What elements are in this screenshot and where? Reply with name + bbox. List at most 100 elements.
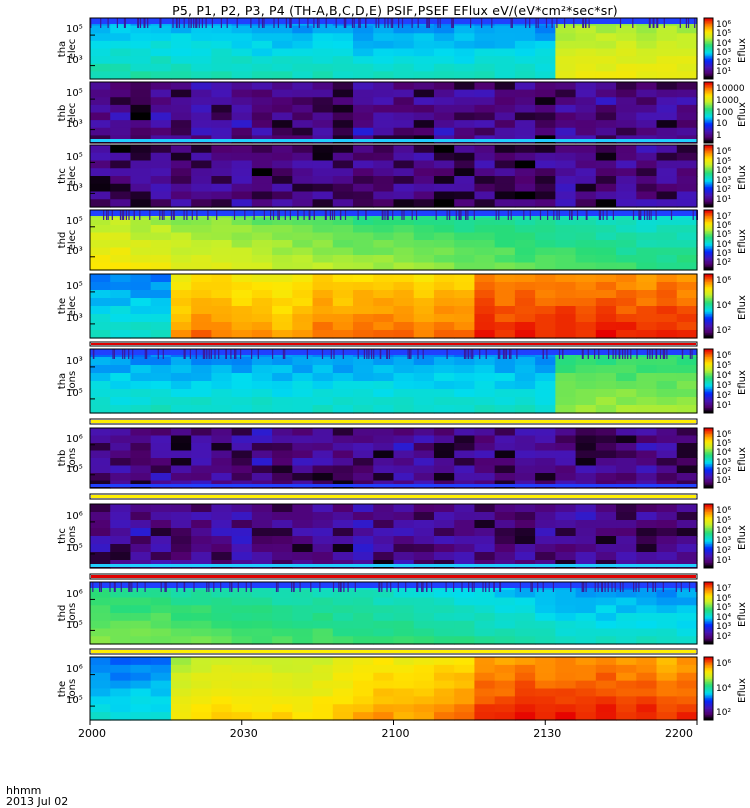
- colorbar-segment: [704, 213, 713, 215]
- heatmap-cell: [211, 48, 233, 57]
- heatmap-cell: [393, 199, 415, 208]
- heatmap-cell: [272, 262, 293, 271]
- heatmap-cell: [211, 512, 233, 521]
- heatmap-cell: [231, 428, 253, 437]
- heatmap-cell: [110, 63, 132, 72]
- heatmap-cell: [636, 71, 658, 80]
- heatmap-cell: [474, 33, 496, 42]
- heatmap-cell: [353, 504, 374, 513]
- heatmap-cell: [211, 274, 233, 283]
- spike-mark: [465, 349, 467, 359]
- colorbar-segment: [704, 274, 713, 277]
- heatmap-cell: [575, 688, 597, 697]
- heatmap-cell: [150, 628, 172, 637]
- heatmap-cell: [514, 183, 536, 193]
- heatmap-cell: [332, 40, 354, 50]
- heatmap-cell: [413, 183, 435, 193]
- colorbar-segment: [704, 437, 713, 439]
- separator-bar: [91, 650, 696, 653]
- heatmap-cell: [373, 458, 395, 467]
- heatmap-cell: [514, 544, 536, 553]
- spike-mark: [195, 349, 197, 359]
- heatmap-cell: [353, 145, 374, 154]
- heatmap-cell: [373, 183, 395, 193]
- heatmap-cell: [494, 33, 516, 42]
- heatmap-cell: [150, 152, 172, 162]
- colorbar-segment: [704, 277, 713, 280]
- heatmap-cell: [393, 435, 415, 444]
- heatmap-cell: [656, 56, 678, 65]
- heatmap-cell: [636, 458, 658, 467]
- heatmap-cell: [514, 357, 536, 366]
- colorbar-segment: [704, 688, 713, 691]
- heatmap-cell: [555, 381, 577, 390]
- heatmap-cell: [211, 473, 233, 482]
- colorbar-segment: [704, 97, 713, 100]
- heatmap-cell: [90, 247, 111, 256]
- heatmap-cell: [130, 520, 152, 529]
- heatmap-cell: [514, 552, 536, 561]
- heatmap-cell: [595, 160, 617, 169]
- heatmap-cell: [393, 330, 415, 339]
- heatmap-cell: [373, 274, 395, 283]
- heatmap-cell: [555, 544, 577, 553]
- heatmap-cell: [393, 104, 415, 114]
- spike-mark: [570, 210, 573, 220]
- colorbar-tick-label: 1000: [716, 95, 739, 106]
- heatmap-cell: [514, 458, 536, 467]
- heatmap-cell: [454, 262, 476, 271]
- heatmap-cell: [413, 552, 435, 561]
- heatmap-cell: [272, 597, 293, 606]
- heatmap-cell: [292, 290, 314, 299]
- colorbar-segment: [704, 85, 713, 88]
- heatmap-cell: [575, 89, 597, 98]
- heatmap-cell: [353, 680, 374, 690]
- heatmap-cell: [595, 365, 617, 374]
- heatmap-cell: [676, 357, 698, 366]
- heatmap-cell: [676, 589, 698, 599]
- spike-mark: [407, 349, 409, 359]
- heatmap-cell: [474, 255, 496, 264]
- heatmap-cell: [312, 306, 334, 315]
- spike-mark: [662, 582, 664, 592]
- heatmap-cell: [595, 232, 617, 241]
- heatmap-cell: [595, 48, 617, 57]
- colorbar-segment: [704, 163, 713, 166]
- colorbar-segment: [704, 210, 713, 212]
- heatmap-cell: [514, 636, 536, 645]
- heatmap-cell: [211, 589, 233, 599]
- heatmap-cell: [272, 104, 293, 114]
- heatmap-cell: [616, 33, 637, 42]
- colorbar-segment: [704, 244, 713, 247]
- heatmap-cell: [474, 274, 496, 283]
- heatmap-cell: [676, 152, 698, 162]
- heatmap-cell: [595, 504, 617, 513]
- heatmap-cell: [413, 48, 435, 57]
- heatmap-cell: [292, 636, 314, 645]
- heatmap-cell: [231, 25, 253, 34]
- colorbar-segment: [704, 622, 713, 625]
- heatmap-cell: [110, 191, 132, 200]
- colorbar-segment: [704, 196, 713, 199]
- heatmap-cell: [191, 605, 212, 614]
- colorbar-tick-label: 10³: [716, 381, 732, 391]
- heatmap-cell: [616, 290, 637, 299]
- heatmap-cell: [150, 191, 172, 200]
- heatmap-cell: [292, 240, 314, 249]
- heatmap-cell: [433, 544, 455, 553]
- heatmap-cell: [555, 465, 577, 474]
- heatmap-cell: [393, 458, 415, 467]
- colorbar-segment: [704, 169, 713, 172]
- heatmap-cell: [393, 397, 415, 406]
- heatmap-cell: [595, 458, 617, 467]
- heatmap-cell: [130, 89, 152, 98]
- heatmap-cell: [231, 605, 253, 614]
- heatmap-cell: [413, 255, 435, 264]
- colorbar-segment: [704, 155, 713, 158]
- heatmap-cell: [332, 274, 354, 283]
- spike-mark: [468, 582, 470, 592]
- heatmap-cell: [535, 71, 556, 80]
- heatmap-cell: [332, 636, 354, 645]
- heatmap-cell: [656, 704, 678, 713]
- heatmap-cell: [676, 306, 698, 315]
